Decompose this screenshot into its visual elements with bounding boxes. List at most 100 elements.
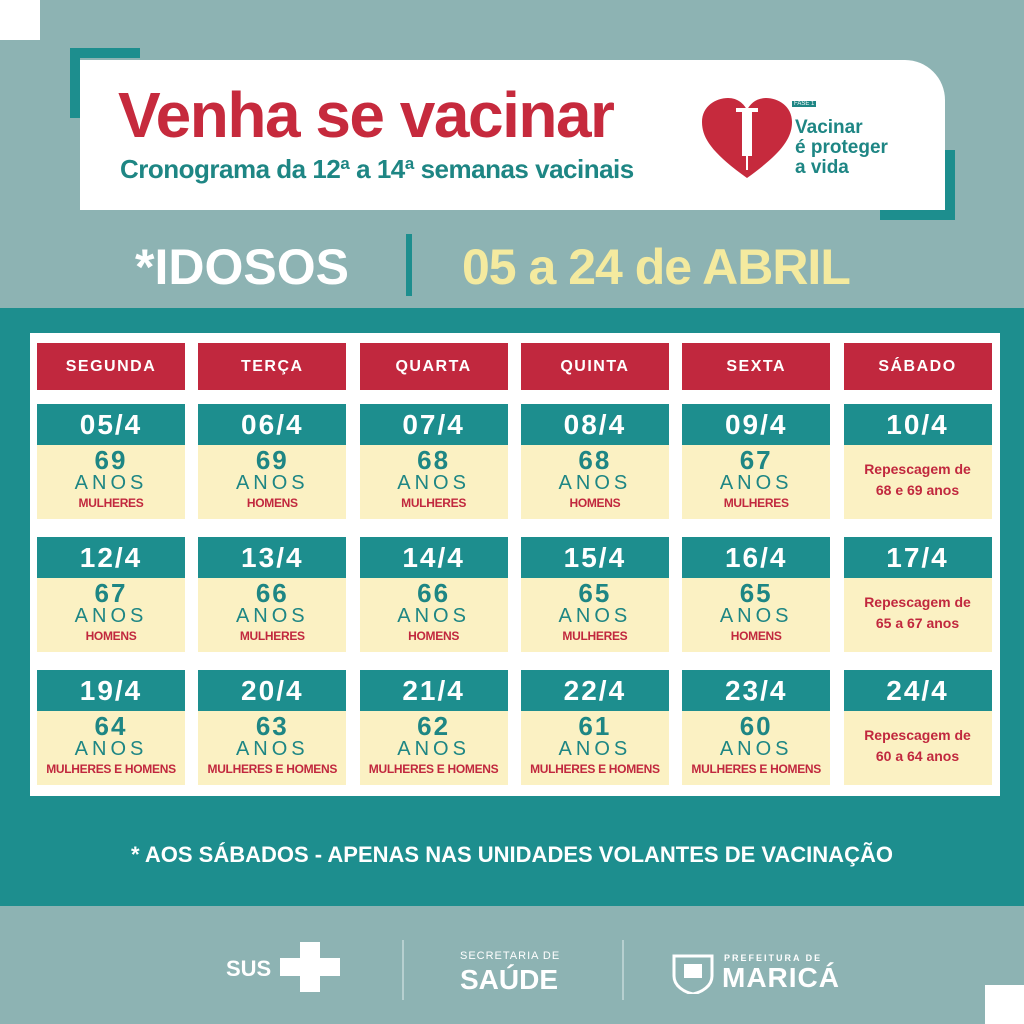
day-cell: 69 ANOS MULHERES (37, 445, 185, 519)
target-group: *IDOSOS (135, 239, 349, 295)
day-header: SEGUNDA (37, 343, 185, 390)
day-cell: 64 ANOS MULHERES E HOMENS (37, 711, 185, 785)
age: 67 (739, 445, 773, 475)
date: 16/4 (682, 537, 831, 578)
catch-up-note: Repescagem de 65 a 67 anos (844, 578, 992, 634)
header-card (80, 60, 945, 210)
age: 65 (578, 578, 612, 608)
day-cell: 65 ANOS MULHERES (520, 578, 669, 652)
date: 08/4 (520, 404, 669, 445)
note-line: Repescagem de (864, 461, 971, 477)
secretaria-label: SECRETARIA DE (460, 950, 561, 962)
schedule-table (30, 333, 1000, 796)
date: 10/4 (843, 404, 992, 445)
age: 69 (255, 445, 289, 475)
day-header: SÁBADO (843, 343, 992, 390)
sex-group: MULHERES E HOMENS (691, 762, 821, 776)
sus-logo: SUS (226, 956, 272, 981)
date: 07/4 (359, 404, 508, 445)
bracket (70, 48, 80, 118)
day-header: TERÇA (198, 343, 347, 390)
age: 68 (578, 445, 612, 475)
sex-group: MULHERES E HOMENS (207, 762, 338, 776)
age: 60 (739, 711, 773, 741)
sex-group: MULHERES (562, 629, 628, 643)
logo-phase: FASE 1 (792, 101, 817, 107)
secretaria-name: SAÚDE (460, 964, 559, 995)
sex-group: MULHERES (239, 629, 305, 643)
corner-deco (985, 985, 1024, 1024)
age-unit: ANOS (74, 605, 148, 627)
day-header: SEXTA (682, 343, 831, 390)
date: 17/4 (843, 537, 992, 578)
day-header: QUARTA (359, 343, 508, 390)
date: 06/4 (198, 404, 347, 445)
day-cell: 67 ANOS MULHERES (682, 445, 831, 519)
day-cell: Repescagem de 60 a 64 anos (843, 711, 992, 785)
sex-group: MULHERES E HOMENS (530, 762, 660, 776)
date: 12/4 (37, 537, 185, 578)
date: 23/4 (682, 670, 831, 711)
day-cell: 60 ANOS MULHERES E HOMENS (682, 711, 831, 785)
sex-group: HOMENS (85, 629, 137, 643)
catch-up-note: Repescagem de 60 a 64 anos (844, 711, 992, 767)
footnote: * AOS SÁBADOS - APENAS NAS UNIDADES VOLA… (131, 842, 893, 867)
date: 21/4 (359, 670, 508, 711)
age-unit: ANOS (397, 605, 470, 627)
date: 09/4 (682, 404, 831, 445)
subtitle: Cronograma da 12ª a 14ª semanas vacinais (120, 154, 634, 184)
note-line: Repescagem de (864, 727, 971, 743)
logo-tagline: é proteger (795, 137, 888, 158)
marica-crest (672, 954, 714, 994)
note-line: 65 a 67 anos (875, 615, 960, 631)
bracket (945, 150, 955, 220)
separator (406, 234, 412, 296)
date: 22/4 (520, 670, 669, 711)
sus-cross (280, 942, 340, 992)
catch-up-note: Repescagem de 68 e 69 anos (844, 445, 992, 501)
day-cell: 67 ANOS HOMENS (37, 578, 185, 652)
sex-group: HOMENS (246, 496, 298, 510)
day-cell: Repescagem de 68 e 69 anos (843, 445, 992, 519)
note-line: 60 a 64 anos (875, 748, 960, 764)
divider (402, 940, 404, 1000)
age: 63 (255, 711, 289, 741)
day-cell: Repescagem de 65 a 67 anos (843, 578, 992, 652)
sex-group: MULHERES (78, 496, 144, 510)
date: 13/4 (198, 537, 347, 578)
prefeitura-label: PREFEITURA DE (724, 953, 823, 963)
age-unit: ANOS (74, 472, 148, 494)
age: 64 (94, 711, 128, 741)
age-unit: ANOS (74, 738, 148, 760)
bracket (880, 210, 955, 220)
note-line: 68 e 69 anos (875, 482, 960, 498)
day-cell: 62 ANOS MULHERES E HOMENS (359, 711, 508, 785)
sex-group: MULHERES E HOMENS (46, 762, 176, 776)
date: 20/4 (198, 670, 347, 711)
day-cell: 66 ANOS MULHERES (198, 578, 347, 652)
age: 68 (417, 445, 451, 475)
date: 05/4 (37, 404, 185, 445)
day-cell: 61 ANOS MULHERES E HOMENS (520, 711, 669, 785)
age: 65 (739, 578, 773, 608)
period: 05 a 24 de ABRIL (462, 239, 851, 295)
day-cell: 68 ANOS HOMENS (520, 445, 669, 519)
age-unit: ANOS (719, 605, 793, 627)
date: 19/4 (37, 670, 185, 711)
sex-group: MULHERES E HOMENS (368, 762, 499, 776)
date: 15/4 (520, 537, 669, 578)
age: 67 (94, 578, 128, 608)
logo-tagline: a vida (795, 157, 849, 178)
day-cell: 66 ANOS HOMENS (359, 578, 508, 652)
age-unit: ANOS (235, 738, 309, 760)
age-unit: ANOS (719, 472, 793, 494)
day-header: QUINTA (520, 343, 669, 390)
age-unit: ANOS (235, 472, 309, 494)
bracket (70, 48, 140, 58)
age-unit: ANOS (558, 472, 632, 494)
prefeitura-name: MARICÁ (722, 962, 840, 993)
day-cell: 63 ANOS MULHERES E HOMENS (198, 711, 347, 785)
note-line: Repescagem de (864, 594, 971, 610)
age-unit: ANOS (397, 738, 470, 760)
